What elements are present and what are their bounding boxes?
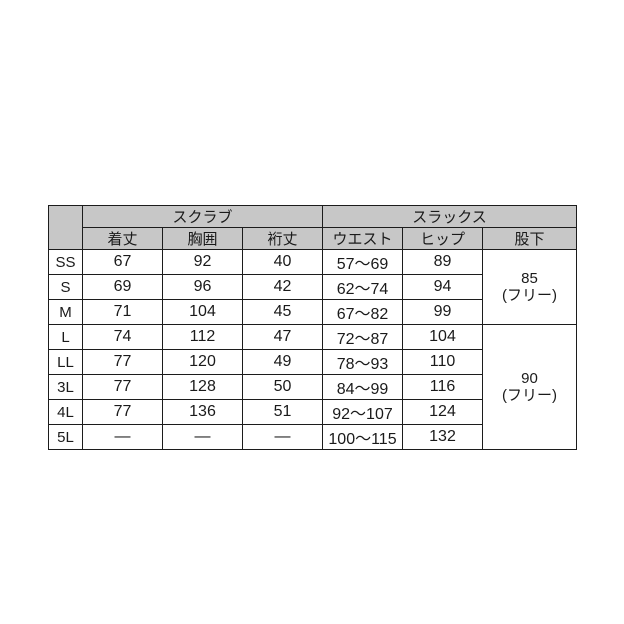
data-cell: 57〜69: [322, 249, 403, 275]
data-cell: 99: [402, 299, 483, 325]
data-cell: 67: [82, 249, 163, 275]
header-row-groups: スクラブ スラックス: [48, 205, 577, 250]
inseam-note: (フリー): [502, 387, 557, 404]
data-cell: 92: [162, 249, 243, 275]
data-cell: 45: [242, 299, 323, 325]
data-cell: 78〜93: [322, 349, 403, 375]
data-cell: 40: [242, 249, 323, 275]
table-row-l: L 74 112 47 72〜87 104 90 (フリー): [48, 324, 577, 450]
data-cell: 104: [402, 324, 483, 350]
data-cell: 104: [162, 299, 243, 325]
data-cell: 124: [402, 399, 483, 425]
data-cell: 77: [82, 374, 163, 400]
size-chart-table: スクラブ スラックス 着丈 胸囲 裄丈 ウエスト ヒップ 股下 SS 67 92…: [48, 205, 577, 450]
column-header-sleeve: 裄丈: [242, 227, 323, 250]
inseam-note: (フリー): [502, 287, 557, 304]
data-cell: 62〜74: [322, 274, 403, 300]
table-row-4l: 4L 77 136 51 92〜107 124: [48, 399, 577, 425]
data-cell: 77: [82, 399, 163, 425]
size-label: M: [48, 299, 83, 325]
data-cell: 120: [162, 349, 243, 375]
data-cell: 67〜82: [322, 299, 403, 325]
data-cell: 42: [242, 274, 323, 300]
data-cell: 128: [162, 374, 243, 400]
data-cell: 50: [242, 374, 323, 400]
data-cell: 132: [402, 424, 483, 450]
data-cell: —: [82, 424, 163, 450]
data-cell: 72〜87: [322, 324, 403, 350]
column-header-length: 着丈: [82, 227, 163, 250]
data-cell: 116: [402, 374, 483, 400]
group-header-slacks: スラックス: [322, 205, 577, 228]
data-cell: 77: [82, 349, 163, 375]
data-cell: 96: [162, 274, 243, 300]
corner-cell: [48, 205, 83, 250]
data-cell: 71: [82, 299, 163, 325]
column-header-waist: ウエスト: [322, 227, 403, 250]
data-cell: 51: [242, 399, 323, 425]
size-label: LL: [48, 349, 83, 375]
data-cell: 89: [402, 249, 483, 275]
data-cell: —: [162, 424, 243, 450]
data-cell: 92〜107: [322, 399, 403, 425]
size-label: 4L: [48, 399, 83, 425]
data-cell: 49: [242, 349, 323, 375]
data-cell: 84〜99: [322, 374, 403, 400]
data-cell: 74: [82, 324, 163, 350]
inseam-cell-85: 85 (フリー): [482, 249, 577, 325]
table-row-s: S 69 96 42 62〜74 94: [48, 274, 577, 300]
data-cell: 136: [162, 399, 243, 425]
inseam-value: 85: [521, 270, 538, 287]
size-label: S: [48, 274, 83, 300]
size-label: 3L: [48, 374, 83, 400]
column-header-chest: 胸囲: [162, 227, 243, 250]
data-cell: 47: [242, 324, 323, 350]
data-cell: 112: [162, 324, 243, 350]
size-label: 5L: [48, 424, 83, 450]
header-row-columns: 着丈 胸囲 裄丈 ウエスト ヒップ 股下: [49, 227, 577, 250]
table-row-3l: 3L 77 128 50 84〜99 116: [48, 374, 577, 400]
size-label: SS: [48, 249, 83, 275]
data-cell: 100〜115: [322, 424, 403, 450]
table-row-5l: 5L — — — 100〜115 132: [48, 424, 577, 450]
size-label: L: [48, 324, 83, 350]
column-header-hip: ヒップ: [402, 227, 483, 250]
group-header-scrub: スクラブ: [82, 205, 323, 228]
data-cell: 94: [402, 274, 483, 300]
data-cell: —: [242, 424, 323, 450]
data-cell: 110: [402, 349, 483, 375]
column-header-inseam: 股下: [482, 227, 577, 250]
inseam-cell-90: 90 (フリー): [482, 324, 577, 450]
data-cell: 69: [82, 274, 163, 300]
inseam-value: 90: [521, 370, 538, 387]
table-row-ss: SS 67 92 40 57〜69 89 85 (フリー): [48, 249, 577, 325]
